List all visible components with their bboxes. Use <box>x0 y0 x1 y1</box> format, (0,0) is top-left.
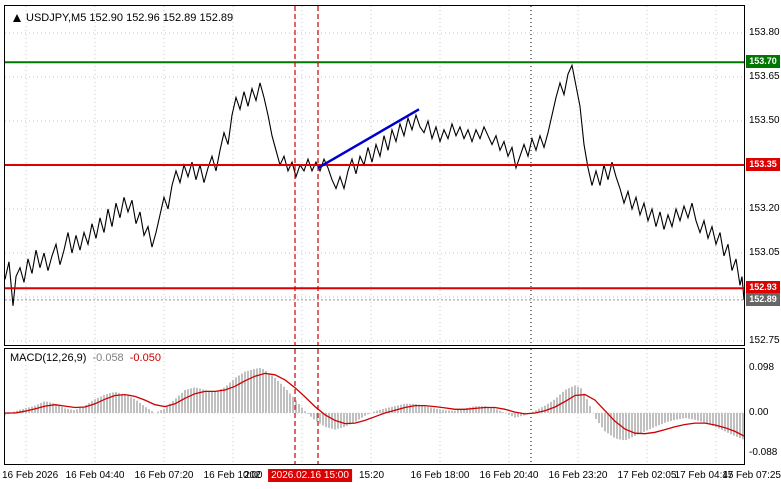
price-axis-label: 153.20 <box>749 202 780 214</box>
price-axis-label: 152.75 <box>749 334 780 346</box>
selected-time-badge: 2026.02.16 15:00 <box>268 469 352 482</box>
chart-icon <box>13 14 21 22</box>
time-axis-label: 17 Feb 02:05 <box>617 470 677 481</box>
price-axis-label: 153.50 <box>749 114 780 126</box>
price-marker-badge: 153.35 <box>746 157 780 171</box>
time-axis-label: 202 <box>244 470 261 481</box>
time-axis-label: 17 Feb 07:25 <box>722 470 781 481</box>
time-axis-label: 16 Feb 20:40 <box>479 470 539 481</box>
macd-axis-label: 0.00 <box>749 407 769 418</box>
price-marker-badge: 152.89 <box>746 292 780 306</box>
time-axis-label: 16 Feb 07:20 <box>134 470 194 481</box>
price-chart[interactable] <box>5 6 744 345</box>
macd-axis-label: 0.098 <box>749 361 775 373</box>
time-axis-label: 16 Feb 23:20 <box>548 470 608 481</box>
main-chart-panel[interactable]: USDJPY,M5 152.90 152.96 152.89 152.89 <box>4 5 745 346</box>
chart-title: USDJPY,M5 152.90 152.96 152.89 152.89 <box>26 12 234 24</box>
macd-indicator-panel[interactable]: MACD(12,26,9) -0.058 -0.050 <box>4 348 745 465</box>
time-axis-label: 17 Feb 04:45 <box>674 470 734 481</box>
macd-value-main: -0.058 <box>92 352 124 364</box>
time-axis-label: 16 Feb 10:00 <box>203 470 263 481</box>
time-axis[interactable]: 16 Feb 2026 16 Feb 04:40 16 Feb 07:20 16 Fe… <box>0 466 781 489</box>
time-axis-label: 15:20 <box>359 470 385 481</box>
macd-value-signal: -0.050 <box>129 352 161 364</box>
price-axis-label: 153.80 <box>749 27 780 38</box>
price-axis-label: 153.65 <box>749 70 780 82</box>
macd-name: MACD(12,26,9) <box>10 352 87 364</box>
time-axis-label: 16 Feb 18:00 <box>410 470 470 481</box>
macd-axis-label: -0.088 <box>749 447 778 459</box>
price-axis-label: 153.05 <box>749 246 780 258</box>
macd-label: MACD(12,26,9) -0.058 -0.050 <box>10 352 161 364</box>
price-axis[interactable]: 153.80 153.65 153.50 153.20 153.05 152.75 153.… <box>746 0 781 466</box>
time-axis-label: 16 Feb 2026 <box>2 470 59 481</box>
price-marker-badge: 153.70 <box>746 55 780 69</box>
macd-chart[interactable] <box>5 349 744 464</box>
time-axis-label: 16 Feb 04:40 <box>65 470 125 481</box>
price-marker-badge: 152.93 <box>746 281 780 295</box>
